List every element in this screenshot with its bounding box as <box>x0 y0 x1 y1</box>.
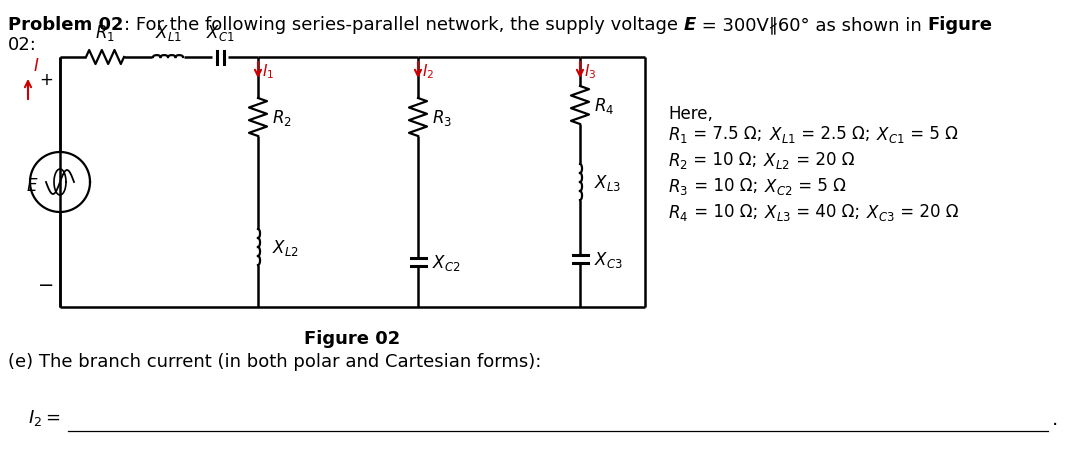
Text: +: + <box>39 71 53 89</box>
Text: .: . <box>1052 409 1058 429</box>
Text: $I_1$: $I_1$ <box>262 62 274 80</box>
Text: $X_{L2}$: $X_{L2}$ <box>764 151 791 171</box>
Text: $R_3$: $R_3$ <box>669 177 688 196</box>
Text: E: E <box>27 177 37 195</box>
Text: $X_{C3}$: $X_{C3}$ <box>594 249 623 269</box>
Text: 02:: 02: <box>8 36 37 54</box>
Text: $R_2$: $R_2$ <box>272 108 292 128</box>
Text: : For the following series-parallel network, the supply voltage: : For the following series-parallel netw… <box>123 16 684 34</box>
Text: $X_{L3}$: $X_{L3}$ <box>594 173 621 193</box>
Text: (e) The branch current (in both polar and Cartesian forms):: (e) The branch current (in both polar an… <box>8 352 541 370</box>
Text: = 10 Ω;: = 10 Ω; <box>689 177 764 195</box>
Text: $X_{C2}$: $X_{C2}$ <box>432 252 460 272</box>
Text: $I_3$: $I_3$ <box>584 62 596 80</box>
Text: = 2.5 Ω;: = 2.5 Ω; <box>796 125 876 143</box>
Text: $X_{L2}$: $X_{L2}$ <box>272 237 299 257</box>
Text: E: E <box>684 16 696 34</box>
Text: $X_{C3}$: $X_{C3}$ <box>866 202 895 223</box>
Text: $X_{C1}$: $X_{C1}$ <box>205 23 234 43</box>
Text: $X_{C2}$: $X_{C2}$ <box>764 177 792 196</box>
Text: $X_{L1}$: $X_{L1}$ <box>154 23 181 43</box>
Text: = 5 Ω: = 5 Ω <box>905 125 958 143</box>
Text: $R_2$: $R_2$ <box>669 151 688 171</box>
Text: = 20 Ω: = 20 Ω <box>895 202 959 220</box>
Text: $R_4$: $R_4$ <box>669 202 688 223</box>
Text: $R_1$: $R_1$ <box>95 23 114 43</box>
Text: Figure: Figure <box>927 16 993 34</box>
Text: $R_1$: $R_1$ <box>669 125 688 145</box>
Text: $I_2$: $I_2$ <box>422 62 434 80</box>
Text: $I_2=$: $I_2=$ <box>28 407 60 427</box>
Text: $R_4$: $R_4$ <box>594 96 615 116</box>
Text: = 10 Ω;: = 10 Ω; <box>689 202 764 220</box>
Text: $R_3$: $R_3$ <box>432 108 453 128</box>
Text: = 7.5 Ω;: = 7.5 Ω; <box>688 125 768 143</box>
Text: −: − <box>38 276 54 295</box>
Text: Figure 02: Figure 02 <box>305 329 401 347</box>
Text: = 5 Ω: = 5 Ω <box>793 177 846 195</box>
Text: = 40 Ω;: = 40 Ω; <box>792 202 866 220</box>
Text: $X_{L1}$: $X_{L1}$ <box>769 125 796 145</box>
Text: I: I <box>33 57 39 75</box>
Text: Here,: Here, <box>669 105 713 123</box>
Text: = 20 Ω: = 20 Ω <box>791 151 854 168</box>
Text: Problem 02: Problem 02 <box>8 16 123 34</box>
Text: = 300V∦60° as shown in: = 300V∦60° as shown in <box>696 16 927 34</box>
Text: $X_{L3}$: $X_{L3}$ <box>764 202 791 223</box>
Text: $X_{C1}$: $X_{C1}$ <box>876 125 905 145</box>
Text: = 10 Ω;: = 10 Ω; <box>688 151 762 168</box>
